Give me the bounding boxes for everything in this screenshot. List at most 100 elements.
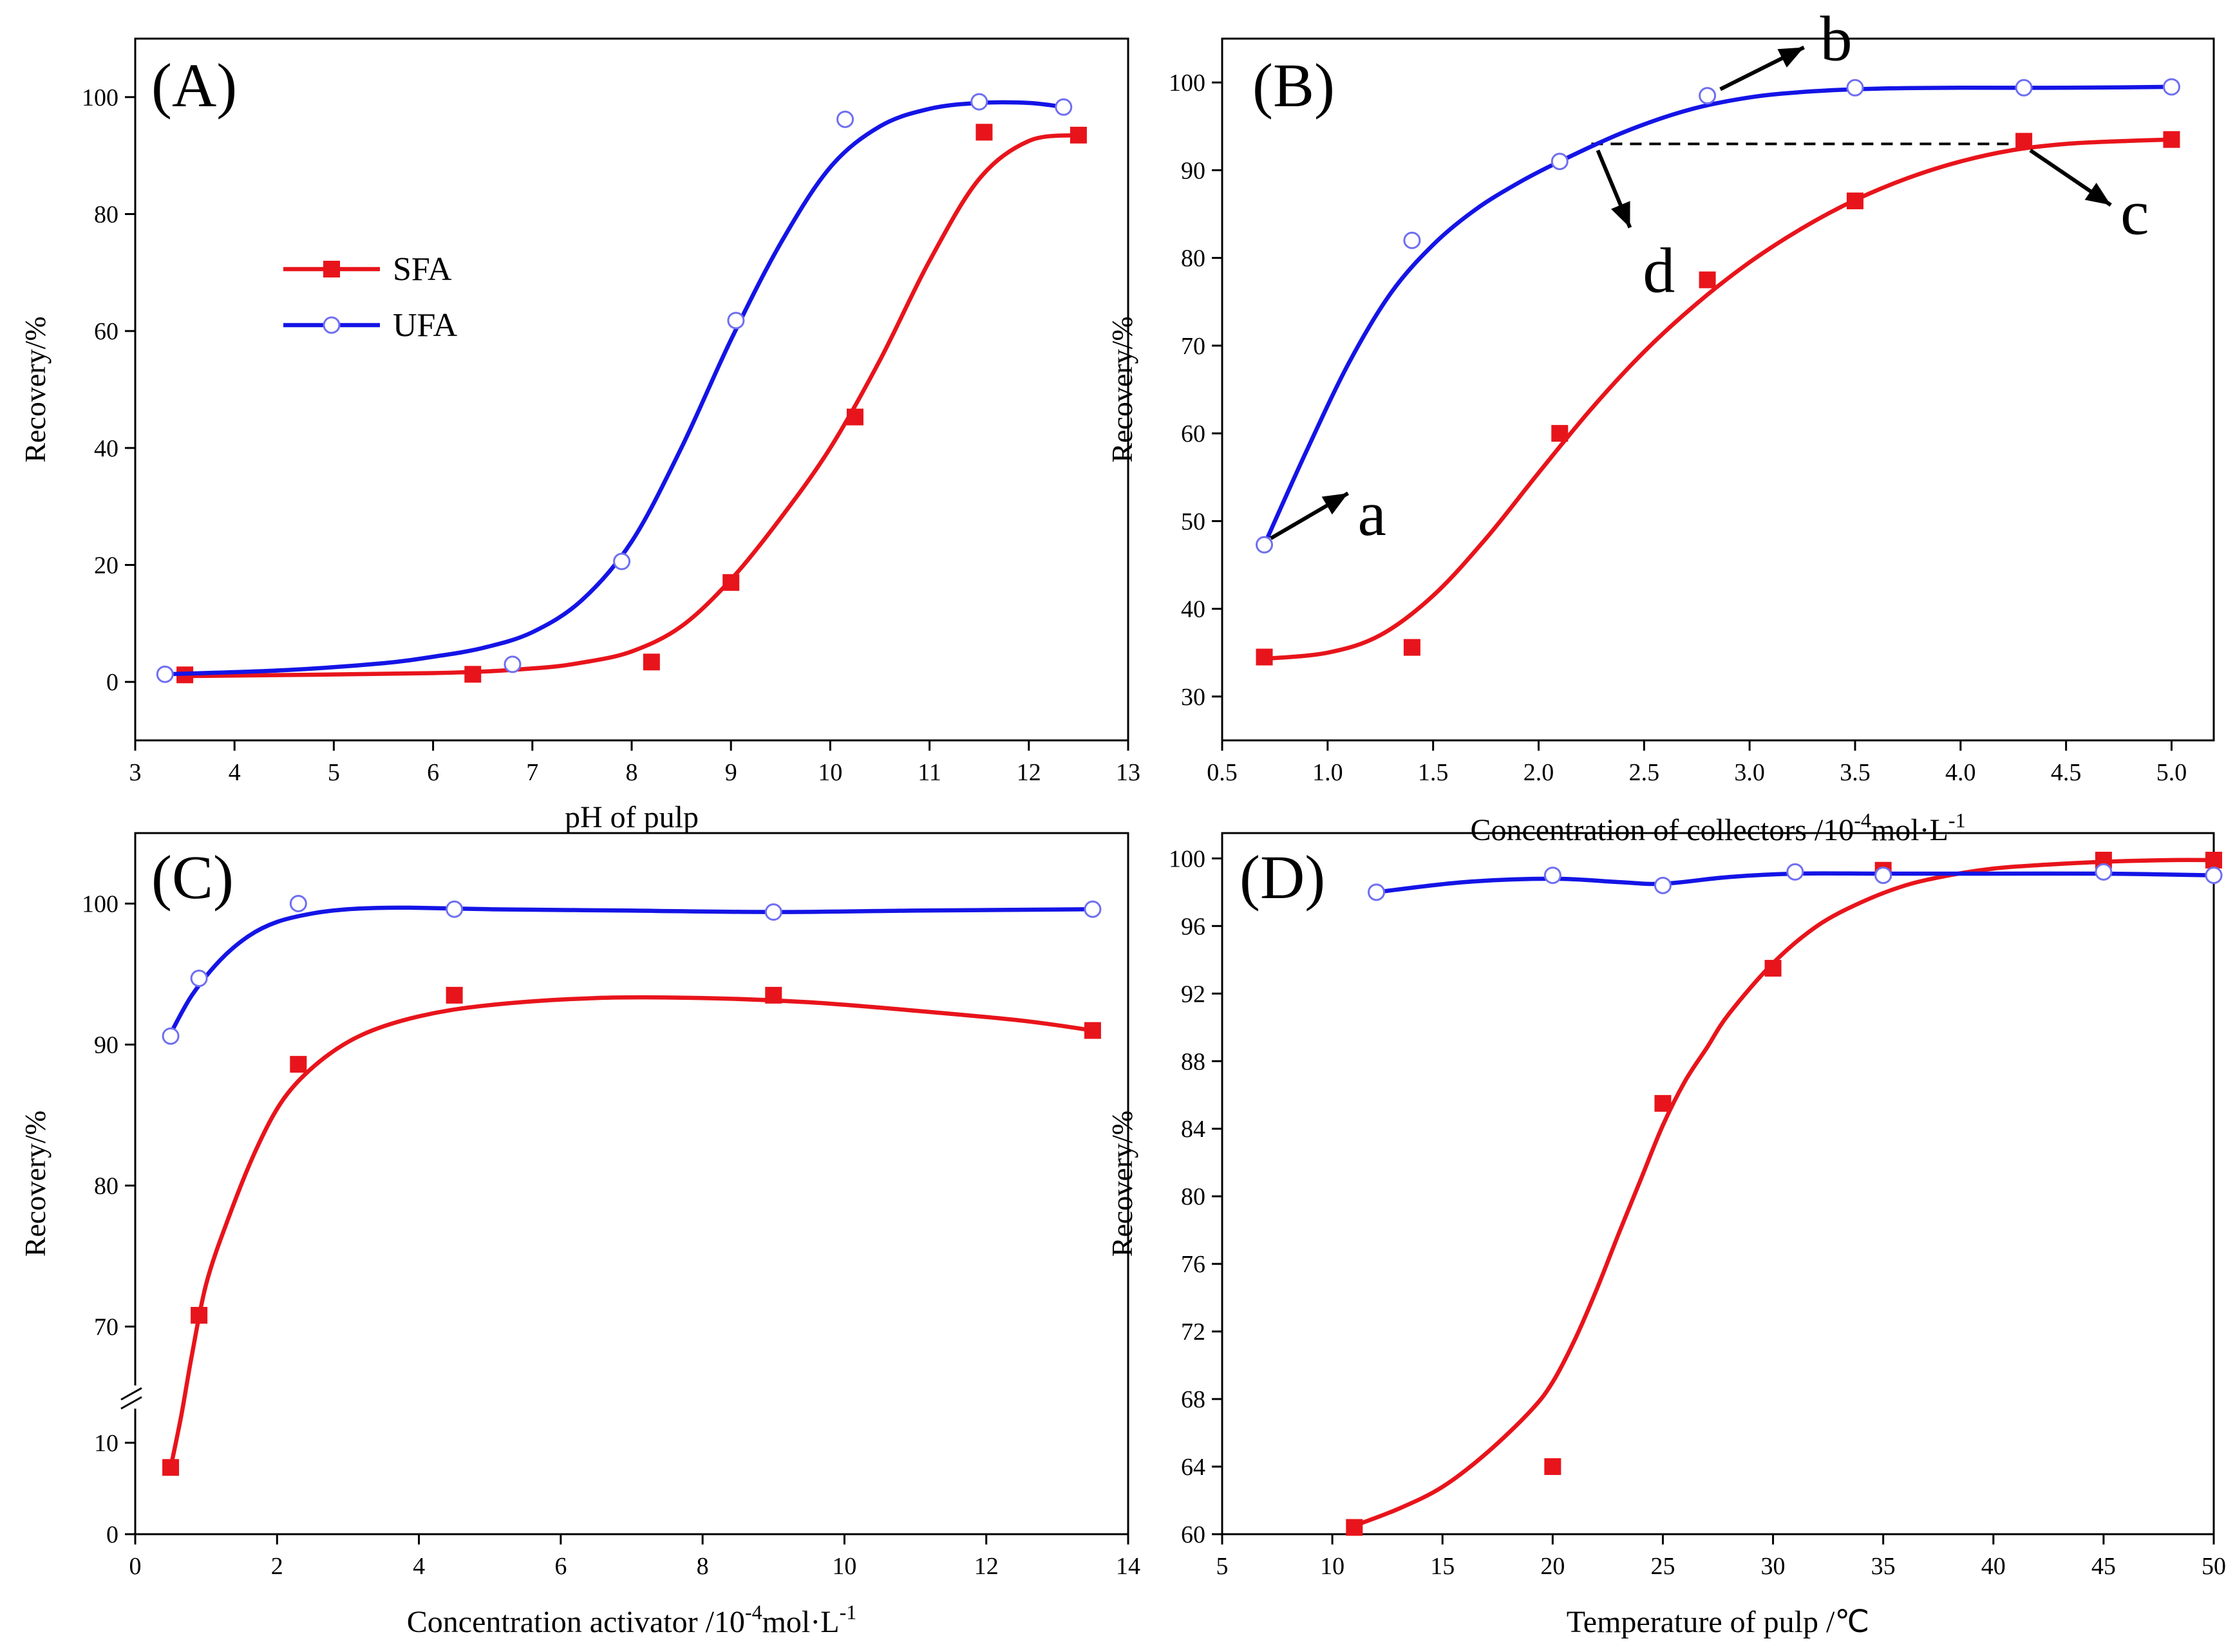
x-tick-label: 20 [1540,1553,1565,1580]
annotation-label-d: d [1643,235,1675,306]
y-axis-label: Recovery/% [1106,316,1138,462]
panel-c: 0 2 4 6 8 10 12 14 0 10 70 80 90 100 (C) Concentration … [19,832,1140,1639]
sfa-data-point [2163,131,2180,148]
sfa-data-point [1256,648,1273,666]
x-tick-label: 12 [1017,759,1041,786]
x-tick-label: 35 [1871,1553,1896,1580]
y-tick-label: 68 [1181,1386,1205,1413]
ufa-data-point [2162,78,2180,96]
ufa-data-point [1084,900,1102,918]
x-tick-label: 11 [918,759,941,786]
ufa-data-point [2205,867,2223,885]
x-tick-label: 3.0 [1734,759,1765,786]
x-tick-label: 5.0 [2156,759,2187,786]
x-tick-label: 4 [413,1553,425,1580]
ufa-data-point [289,895,307,912]
x-tick-label: 1.0 [1312,759,1343,786]
x-tick-label: 8 [626,759,638,786]
panel-a: 3 4 5 6 7 8 9 10 11 12 13 0 20 40 60 80 100 (A) pH of pulp… [19,37,1140,834]
y-tick-label: 84 [1181,1116,1205,1143]
ufa-data-point [1551,153,1569,171]
x-tick-label: 10 [818,759,842,786]
x-tick-label: 4.0 [1945,759,1976,786]
legend: SFA UFA [283,251,458,344]
y-tick-label: 60 [1181,420,1205,447]
sfa-fit-curve [1262,137,2174,661]
ufa-data-point [764,903,782,921]
sfa-data-point [765,986,782,1004]
y-tick-label: 80 [1181,1183,1205,1210]
sfa-data-point [1544,1458,1561,1476]
y-tick-label: 10 [94,1430,118,1457]
sfa-fit-curve [182,133,1081,679]
ufa-fit-curve [1374,871,2216,895]
ufa-data-point [1403,231,1421,249]
x-tick-label: 3 [129,759,142,786]
x-tick-label: 6 [427,759,439,786]
annotation-arrow-head [1321,493,1348,515]
y-tick-label: 88 [1181,1048,1205,1075]
x-axis-label: Concentration of collectors /10-4mol·L-1 [1470,809,1965,847]
y-tick-label: 70 [94,1314,118,1341]
ufa-data-point [727,312,745,330]
panel-b: 0.5 1.0 1.5 2.0 2.5 3.0 3.5 4.0 4.5 5.0 30 40 50 60 70… [1106,3,2215,847]
ufa-data-point [1055,98,1073,116]
sfa-data-point [1346,1519,1363,1536]
panel-label: (A) [151,51,237,120]
y-tick-label: 96 [1181,913,1205,940]
x-tick-label: 2 [271,1553,283,1580]
plot-frame [1221,832,2215,1535]
y-tick-label: 20 [94,552,118,579]
x-tick-label: 6 [554,1553,567,1580]
plot-frame [134,832,1129,1535]
panel-label: (C) [151,843,234,912]
plot-frame [134,37,1129,742]
ufa-fit-curve [1262,84,2174,547]
y-tick-label: 72 [1181,1319,1205,1346]
ufa-data-point [446,900,464,918]
y-tick-label: 60 [94,318,118,345]
x-tick-label: 25 [1650,1553,1675,1580]
ufa-data-point [1846,79,1864,97]
x-tick-label: 0 [129,1553,142,1580]
annotation-label-b: b [1820,3,1853,75]
panel-d: 5 10 15 20 25 30 35 40 45 50 60 64 68 72 76 80 84 88 92 96 1… [1106,832,2226,1639]
ufa-data-point [970,93,988,111]
sfa-data-point [1070,126,1087,144]
y-tick-label: 90 [94,1032,118,1059]
legend-sfa-label: SFA [393,251,452,288]
ufa-data-point [1368,883,1386,901]
x-tick-label: 2.0 [1523,759,1554,786]
x-tick-label: 14 [1116,1553,1140,1580]
x-tick-label: 4.5 [2051,759,2082,786]
y-tick-label: 40 [94,435,118,462]
sfa-data-point [1699,271,1716,288]
legend-ufa-label: UFA [393,307,458,344]
sfa-data-point [446,986,463,1004]
x-tick-label: 50 [2202,1553,2226,1580]
ufa-data-point [1786,863,1804,881]
y-tick-label: 100 [82,891,118,918]
y-tick-label: 40 [1181,596,1205,623]
sfa-data-point [2205,851,2222,868]
ufa-data-point [613,552,631,570]
axis-break-mark [120,1387,142,1401]
sfa-data-point [1551,425,1569,442]
ufa-data-point [504,655,522,673]
y-tick-label: 30 [1181,684,1205,711]
sfa-data-point [1084,1022,1101,1039]
x-tick-label: 15 [1430,1553,1455,1580]
sfa-data-point [1764,959,1782,977]
y-tick-label: 76 [1181,1251,1205,1278]
sfa-fit-curve [1352,858,2216,1528]
ufa-data-point [156,665,174,683]
axis-break-mark [120,1396,142,1410]
y-tick-label: 90 [1181,157,1205,184]
y-tick-label: 64 [1181,1454,1205,1481]
sfa-data-point [464,666,482,683]
x-axis-label: pH of pulp [565,800,699,834]
sfa-fit-curve [168,995,1095,1470]
y-axis-label: Recovery/% [19,1111,52,1257]
x-tick-label: 4 [229,759,241,786]
sfa-data-point [2015,133,2033,150]
